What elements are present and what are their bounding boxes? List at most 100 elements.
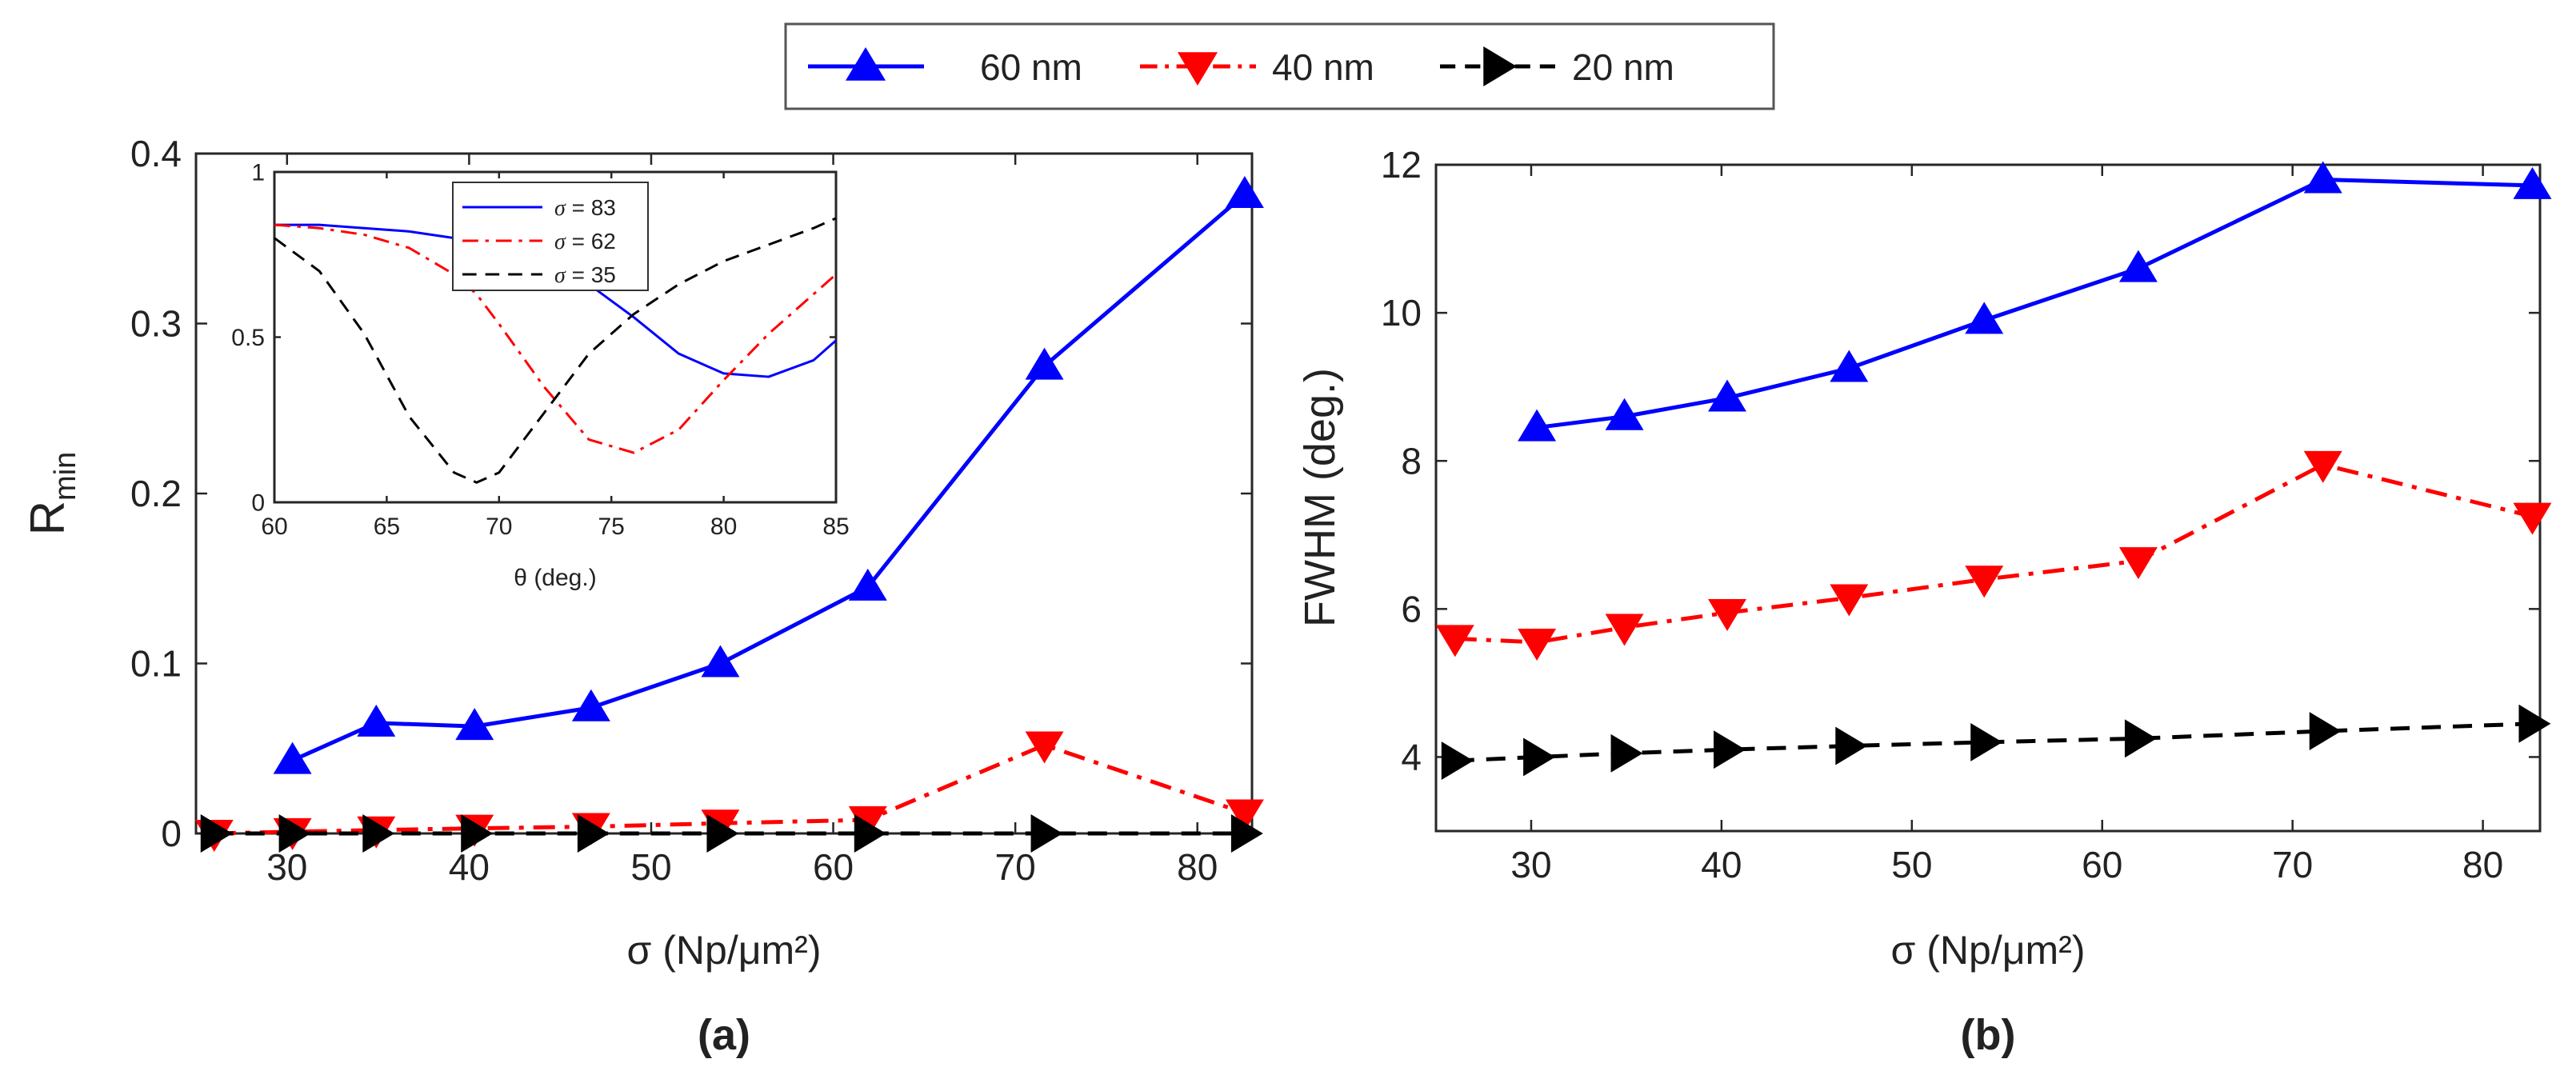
panel-a-point-60nm-2 xyxy=(357,704,396,737)
panel-b-point-60nm-2 xyxy=(1605,398,1644,430)
panel-b-point-20nm-3 xyxy=(1714,730,1746,769)
panel-a-point-20nm-6 xyxy=(854,814,886,853)
panel-a-series-line-60nm xyxy=(291,193,1246,762)
panel-b-point-40nm-3 xyxy=(1708,598,1747,631)
panel-a-point-20nm-3 xyxy=(461,814,494,853)
panel-a-label: (a) xyxy=(698,1011,750,1059)
panel-a-point-20nm-8 xyxy=(1230,814,1263,853)
panel-b-xlabel: σ (Np/μm²) xyxy=(1891,928,2086,973)
panel-a-point-20nm-5 xyxy=(706,814,739,853)
panel-b-point-40nm-5 xyxy=(1965,565,2004,598)
panel-b-series-line-60nm xyxy=(1536,178,2533,430)
inset-series-line-35 xyxy=(274,217,837,484)
inset-ytick-label-0: 0 xyxy=(251,490,265,517)
panel-b-point-60nm-7 xyxy=(2303,161,2342,194)
panel-b-point-20nm-6 xyxy=(2124,719,2157,758)
panel-a-xtick-label-70: 70 xyxy=(995,846,1036,888)
panel-a-point-60nm-7 xyxy=(1025,347,1064,380)
legend-label-20nm: 20 nm xyxy=(1572,46,1674,88)
legend-marker-40nm xyxy=(1177,52,1218,86)
panel-a-ylabel-main: R xyxy=(21,501,74,535)
panel-b-point-20nm-4 xyxy=(1835,726,1868,765)
inset-chart: 60 65 70 75 80 85 0 0.5 1 σ = 83 σ = 62 σ = 35 θ (… xyxy=(231,160,849,592)
panel-b-point-40nm-6 xyxy=(2118,547,2158,580)
inset-series-line-62 xyxy=(274,223,837,454)
panel-b-label: (b) xyxy=(1961,1011,2016,1059)
panel-a-point-60nm-1 xyxy=(273,741,312,774)
panel-b-point-60nm-1 xyxy=(1518,409,1557,442)
panel-a-point-20nm-4 xyxy=(577,814,610,853)
legend: 60 nm 40 nm 20 nm xyxy=(784,22,1775,110)
panel-b-ylabel: FWHM (deg.) xyxy=(1296,368,1344,627)
panel-b-point-40nm-8 xyxy=(2513,502,2552,535)
inset-xtick-label-75: 75 xyxy=(598,514,625,540)
inset-xtick-label-85: 85 xyxy=(822,514,849,540)
panel-a-point-60nm-3 xyxy=(455,708,494,741)
panel-b-xtick-label-50: 50 xyxy=(1891,844,1932,885)
panel-a-point-20nm-7 xyxy=(1030,814,1063,853)
inset-xtick-label-60: 60 xyxy=(261,514,287,540)
panel-b-xtick-label-70: 70 xyxy=(2272,844,2313,885)
panel-a-point-60nm-6 xyxy=(848,568,887,601)
panel-a-xtick-label-60: 60 xyxy=(813,846,854,888)
panel-a-ytick-label-3: 0.3 xyxy=(130,303,182,345)
panel-a-xtick-label-80: 80 xyxy=(1177,846,1218,888)
panel-b-series-line-20nm xyxy=(1454,721,2533,763)
panel-a-point-60nm-5 xyxy=(701,645,740,677)
panel-a-ytick-label-2: 0.2 xyxy=(130,473,182,514)
panel-a: 30 40 50 60 70 80 0 0.1 0.2 0.3 0.4 σ (Np/μm²) Rmi… xyxy=(21,133,1264,1059)
inset-xtick-label-80: 80 xyxy=(710,514,737,540)
inset-legend: σ = 83 σ = 62 σ = 35 xyxy=(452,182,649,291)
legend-box xyxy=(784,22,1775,110)
panel-b-ytick-label-4: 12 xyxy=(1381,144,1422,186)
inset-xlabel: θ (deg.) xyxy=(514,565,596,591)
panel-b-xtick-label-80: 80 xyxy=(2462,844,2503,885)
panel-a-point-20nm-0 xyxy=(200,814,233,853)
panel-b-point-40nm-0 xyxy=(1435,625,1474,657)
panel-b-axes-box xyxy=(1434,163,2542,833)
panel-b-point-20nm-2 xyxy=(1610,733,1643,773)
inset-legend-label-2: σ = 35 xyxy=(554,262,616,288)
panel-b-xtick-label-40: 40 xyxy=(1701,844,1742,885)
panel-a-ylabel: Rmin xyxy=(21,452,82,536)
inset-ytick-label-2: 1 xyxy=(251,160,265,186)
svg-text:Rmin: Rmin xyxy=(21,452,82,536)
panel-b-ytick-label-2: 8 xyxy=(1401,440,1422,482)
inset-xtick-label-70: 70 xyxy=(486,514,512,540)
panel-b-xtick-label-30: 30 xyxy=(1510,844,1551,885)
panel-a-point-60nm-4 xyxy=(571,689,610,721)
panel-a-xtick-label-30: 30 xyxy=(266,846,307,888)
panel-a-point-60nm-8 xyxy=(1225,176,1264,208)
panel-a-point-20nm-2 xyxy=(362,814,395,853)
legend-label-60nm: 60 nm xyxy=(980,46,1082,88)
inset-legend-label-1: σ = 62 xyxy=(554,229,616,254)
panel-b-ytick-label-0: 4 xyxy=(1401,737,1422,778)
panel-a-xtick-label-40: 40 xyxy=(449,846,490,888)
panel-a-point-40nm-8 xyxy=(1225,799,1264,832)
panel-b-point-20nm-5 xyxy=(1970,722,2003,761)
panel-b-point-40nm-4 xyxy=(1830,584,1869,617)
inset-legend-label-0: σ = 83 xyxy=(554,195,616,221)
panel-a-ytick-label-4: 0.4 xyxy=(130,133,182,174)
panel-b-point-60nm-8 xyxy=(2513,166,2552,199)
panel-a-point-20nm-1 xyxy=(278,814,311,853)
panel-b-point-20nm-1 xyxy=(1523,737,1556,777)
panel-b-point-20nm-0 xyxy=(1441,741,1474,781)
panel-b-point-60nm-3 xyxy=(1708,379,1747,412)
panel-a-ytick-label-1: 0.1 xyxy=(130,643,182,685)
panel-b-point-40nm-7 xyxy=(2303,450,2342,483)
panel-b-ytick-label-1: 6 xyxy=(1401,588,1422,629)
panel-b-point-20nm-7 xyxy=(2309,712,2342,751)
panel-b-xtick-label-60: 60 xyxy=(2082,844,2122,885)
inset-xtick-label-65: 65 xyxy=(374,514,400,540)
panel-b-point-60nm-5 xyxy=(1965,302,2004,334)
legend-marker-20nm xyxy=(1483,46,1517,87)
panel-b-point-20nm-8 xyxy=(2518,704,2551,743)
inset-ytick-label-1: 0.5 xyxy=(231,325,265,351)
inset-legend-box xyxy=(452,182,649,291)
panel-a-point-40nm-7 xyxy=(1025,731,1064,764)
panel-b-point-40nm-2 xyxy=(1605,613,1644,646)
panel-b-point-40nm-1 xyxy=(1518,628,1557,661)
panel-a-xlabel: σ (Np/μm²) xyxy=(627,928,822,973)
